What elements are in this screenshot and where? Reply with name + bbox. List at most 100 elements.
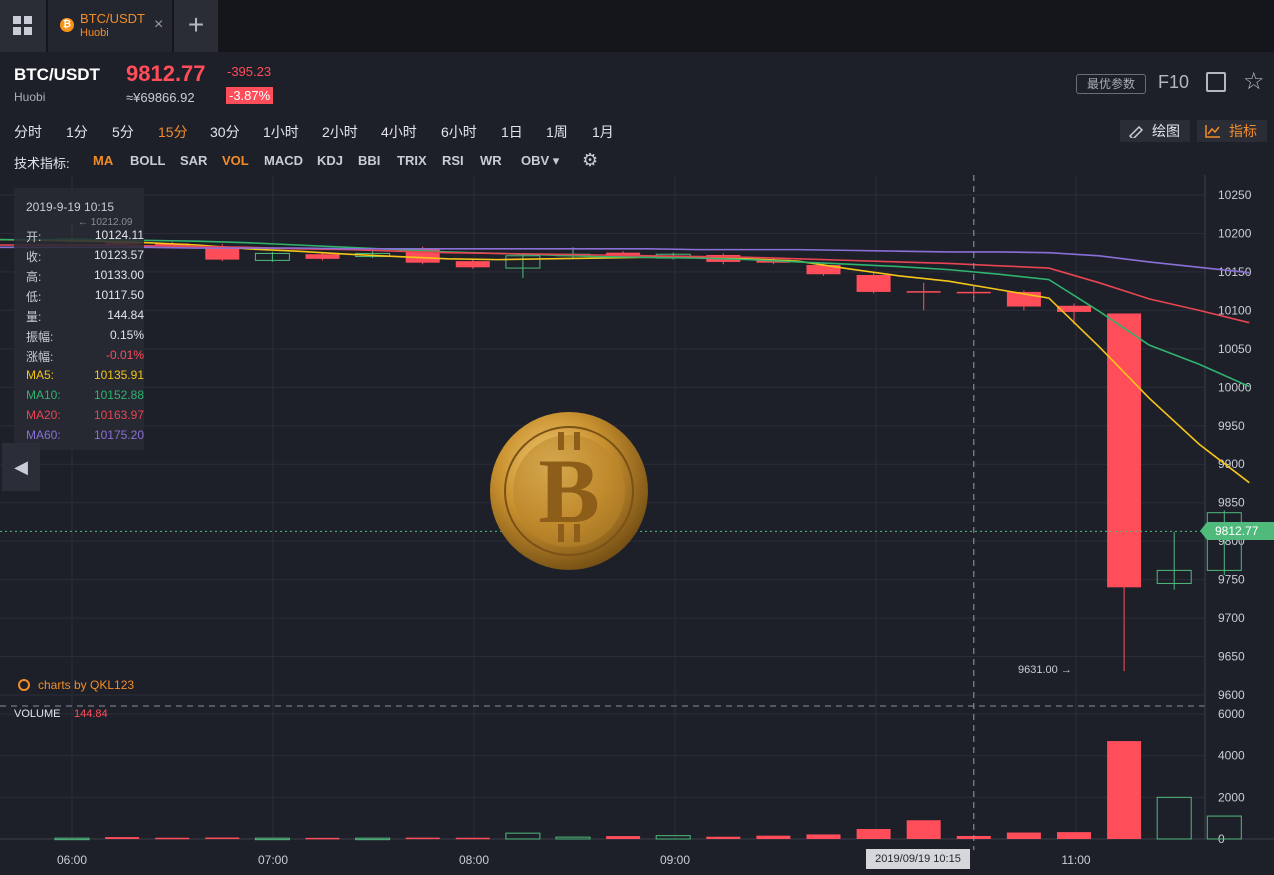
tab-btc-usdt[interactable]: ₿ BTC/USDT Huobi × [48,0,172,52]
price-change: -395.23 [227,64,272,79]
last-price-tag: 9812.77 [1200,522,1274,540]
indicator-boll[interactable]: BOLL [130,153,166,168]
apps-grid-button[interactable] [0,0,46,52]
indicator-label: 指标 [1229,123,1257,139]
volume-bar [756,835,791,839]
time-tick-label: 11:00 [1061,853,1090,867]
info-value: 0.15% [109,328,144,342]
price-change-percent: -3.87% [226,87,274,104]
info-key: 量: [26,310,42,324]
indicator-button[interactable]: 指标 [1197,120,1267,142]
candle-body [505,255,541,269]
indicator-sar[interactable]: SAR [180,153,208,168]
period-7[interactable]: 4小时 [381,124,417,140]
volume-bar [1006,832,1041,839]
chart-area[interactable]: 10250 10200 10150 10100 10050 10000 9950 9900 98… [0,175,1274,870]
info-key: 收: [26,250,42,264]
indicator-trix[interactable]: TRIX [397,153,427,168]
volume-bar [856,829,891,839]
add-tab-button[interactable]: + [174,0,218,52]
info-value: 10152.88 [93,388,144,402]
price-tick-label: 9650 [1218,650,1245,664]
draw-tool-button[interactable]: 绘图 [1120,120,1190,142]
price-tick-label: 10250 [1218,188,1252,202]
info-key: 开: [26,230,42,244]
volume-tick-label: 4000 [1218,749,1245,763]
candle-body [856,275,891,292]
info-value: 10123.57 [93,248,144,262]
price-cny: ≈¥69866.92 [126,90,195,105]
candle-body [205,246,240,260]
period-2[interactable]: 5分 [112,124,134,140]
period-9[interactable]: 1日 [501,124,523,140]
time-tick-label: 06:00 [57,853,87,867]
period-11[interactable]: 1月 [592,124,614,140]
pair-name: BTC/USDT [14,65,100,84]
volume-bar [606,836,641,839]
period-6[interactable]: 2小时 [322,124,358,140]
period-1[interactable]: 1分 [66,124,88,140]
fullscreen-icon[interactable] [1206,72,1226,92]
price-tick-label: 9750 [1218,573,1245,587]
time-tick-label: 07:00 [258,853,288,867]
volume-bar [505,832,541,840]
volume-tick-label: 2000 [1218,790,1245,804]
indicator-ma[interactable]: MA [93,153,114,168]
volume-bar [254,837,290,841]
volume-bar [405,837,440,840]
tab-subtitle: Huobi [80,27,109,39]
period-4[interactable]: 30分 [210,124,240,140]
ma-line-ma10 [0,238,1250,388]
tab-bar: ₿ BTC/USDT Huobi × + [0,0,1274,52]
info-key: MA60: [26,428,61,442]
candle-body [1107,313,1142,588]
ma-line-ma60 [0,246,1250,274]
period-8[interactable]: 6小时 [441,124,477,140]
volume-bar [706,836,741,839]
info-key: 低: [26,290,42,304]
volume-bar [455,837,490,840]
indicator-rsi[interactable]: RSI [442,153,464,168]
volume-bar [555,836,591,840]
settings-gear-icon[interactable]: ⚙ [582,150,599,170]
volume-tick-label: 6000 [1218,707,1245,721]
price-tick-label: 9850 [1218,496,1245,510]
f10-button[interactable]: F10 [1158,72,1190,92]
info-key: 振幅: [26,330,54,344]
volume-bar [205,837,240,840]
candlestick-chart[interactable]: 1025010200101501010010050100009950990098… [0,175,1274,870]
price-tick-label: 9900 [1218,457,1245,471]
indicator-vol[interactable]: VOL [222,153,249,168]
price-tick-label: 9950 [1218,419,1245,433]
info-value: 10175.20 [93,428,144,442]
tab-title: BTC/USDT [80,11,145,26]
best-params-button[interactable]: 最优参数 [1076,74,1146,94]
favorite-star-icon[interactable]: ☆ [1243,68,1265,95]
price-tick-label: 10100 [1218,303,1252,317]
volume-bar [1057,832,1091,839]
close-icon[interactable]: × [154,16,164,33]
info-value: 10135.91 [93,368,144,382]
info-value: -0.01% [105,348,144,362]
collapse-panel-button[interactable]: ◀ [2,443,40,491]
bitcoin-logo-image: B [490,412,648,570]
period-selector: 分时 1分 5分 15分 30分 1小时 2小时 4小时 6小时 1日 1周 1月 [0,116,1274,146]
period-0[interactable]: 分时 [14,124,42,140]
indicator-obv[interactable]: OBV ▾ [521,153,560,168]
indicator-bbi[interactable]: BBI [358,153,381,168]
candle-body [806,265,841,275]
indicator-row-label: 技术指标: [14,156,70,171]
indicator-wr[interactable]: WR [480,153,502,168]
indicator-kdj[interactable]: KDJ [317,153,344,168]
volume-bar [1156,796,1192,840]
period-3[interactable]: 15分 [158,124,188,140]
low-marker: 9631.00 → [1018,664,1072,676]
volume-bar [155,837,190,840]
info-value: 10117.50 [94,288,144,302]
info-date: 2019-9-19 10:15 [26,200,115,214]
period-10[interactable]: 1周 [546,124,568,140]
indicator-macd[interactable]: MACD [264,153,303,168]
period-5[interactable]: 1小时 [263,124,299,140]
candle-body [956,291,991,294]
time-tick-label: 08:00 [459,853,489,867]
